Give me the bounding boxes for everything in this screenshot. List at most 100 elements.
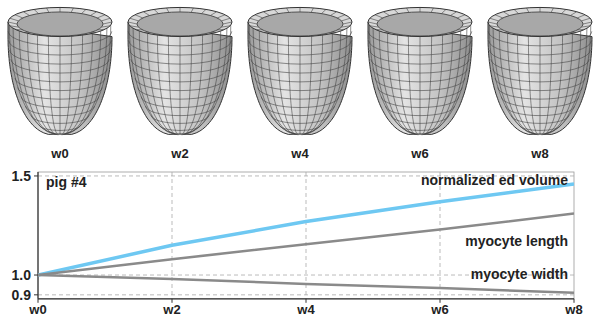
heart-body [128, 22, 232, 134]
tick-label: w8 [564, 302, 582, 317]
mesh-line [255, 29, 263, 31]
mesh-line [311, 35, 313, 36]
series-group [38, 184, 574, 293]
mesh-line [103, 22, 112, 24]
heart-cavity [497, 12, 583, 36]
mesh-line [248, 22, 257, 24]
mesh-line [383, 12, 389, 16]
mesh-line [577, 15, 585, 18]
mesh-line [97, 29, 105, 31]
tick-label: w6 [430, 302, 448, 317]
mesh-line [431, 35, 433, 36]
mesh-line [274, 9, 279, 13]
mesh-line [277, 35, 297, 135]
heart-mesh [368, 7, 472, 134]
mesh-line [397, 35, 417, 135]
mesh-line [90, 12, 96, 16]
grid-line [306, 172, 307, 299]
mesh-line [370, 18, 379, 21]
mesh-line [305, 28, 347, 134]
mesh-line [304, 31, 341, 134]
mesh-line [130, 18, 139, 21]
heart-body [248, 22, 352, 134]
mesh-line [517, 35, 537, 135]
mesh-line [82, 34, 87, 35]
mesh-line [210, 32, 216, 33]
mesh-line [263, 32, 269, 33]
mesh-line [457, 29, 465, 31]
mesh-line [263, 12, 269, 16]
mesh-line [540, 36, 541, 38]
mesh-line [191, 35, 193, 36]
mesh-line [60, 7, 61, 12]
heart-rim [128, 7, 232, 36]
mesh-line [182, 35, 202, 135]
mesh-line [302, 35, 322, 135]
mesh-line [62, 35, 82, 135]
mesh-line [253, 28, 295, 134]
mesh-line [442, 34, 447, 35]
mesh-line [528, 36, 538, 135]
mesh-line [180, 7, 181, 12]
mesh-line [583, 22, 592, 24]
mesh-line [543, 33, 572, 134]
mesh-line [394, 9, 399, 13]
mesh-line [551, 35, 553, 36]
mesh-line [421, 36, 431, 135]
mesh-line [408, 36, 418, 135]
mesh-line [48, 36, 58, 135]
mesh-line [60, 36, 61, 38]
mesh-line [143, 32, 149, 33]
mesh-line [148, 33, 177, 134]
mesh-line [249, 25, 295, 134]
mesh-line [222, 18, 231, 21]
mesh-line [577, 29, 585, 31]
mesh-line [425, 25, 471, 134]
mesh-line [322, 9, 327, 13]
mesh-label: w0 [50, 146, 68, 161]
mesh-line [63, 33, 92, 134]
mesh-line [157, 35, 177, 135]
mesh-line [527, 35, 529, 36]
tick-label: 1.5 [12, 168, 32, 184]
mesh-line [64, 31, 101, 134]
mesh-line [311, 8, 313, 12]
series-line [38, 184, 574, 275]
mesh-line [330, 12, 336, 16]
mesh-line [15, 29, 23, 31]
mesh-line [407, 8, 409, 12]
mesh-line [10, 18, 19, 21]
mesh-line [34, 9, 39, 13]
mesh-line [167, 8, 169, 12]
y-axis [37, 172, 38, 299]
mesh-label: w4 [290, 146, 309, 161]
mesh-line [61, 36, 71, 135]
heart-cavity [377, 12, 463, 36]
mesh-line [191, 8, 193, 12]
mesh-line [223, 22, 232, 24]
mesh-line [250, 18, 259, 21]
mesh-line [562, 9, 567, 13]
tick-label: 0.9 [12, 287, 32, 303]
mesh-line [268, 33, 297, 134]
mesh-line [423, 33, 452, 134]
mesh-line [540, 37, 541, 135]
mesh-line [47, 35, 49, 36]
mesh-line [582, 26, 591, 27]
mesh-line [570, 12, 576, 16]
mesh-line [135, 29, 143, 31]
heart-rim [368, 7, 472, 36]
mesh-line [305, 25, 351, 134]
mesh-line [180, 37, 181, 135]
heart-mesh [488, 7, 592, 134]
mesh-line [383, 32, 389, 33]
mesh-line [425, 28, 467, 134]
mesh-line [181, 36, 191, 135]
mesh-line [508, 33, 537, 134]
mesh-line [463, 22, 472, 24]
series-label: myocyte length [465, 233, 568, 249]
heart-body [488, 22, 592, 134]
mesh-line [570, 32, 576, 33]
mesh-line [490, 18, 499, 21]
mesh-line [71, 35, 73, 36]
